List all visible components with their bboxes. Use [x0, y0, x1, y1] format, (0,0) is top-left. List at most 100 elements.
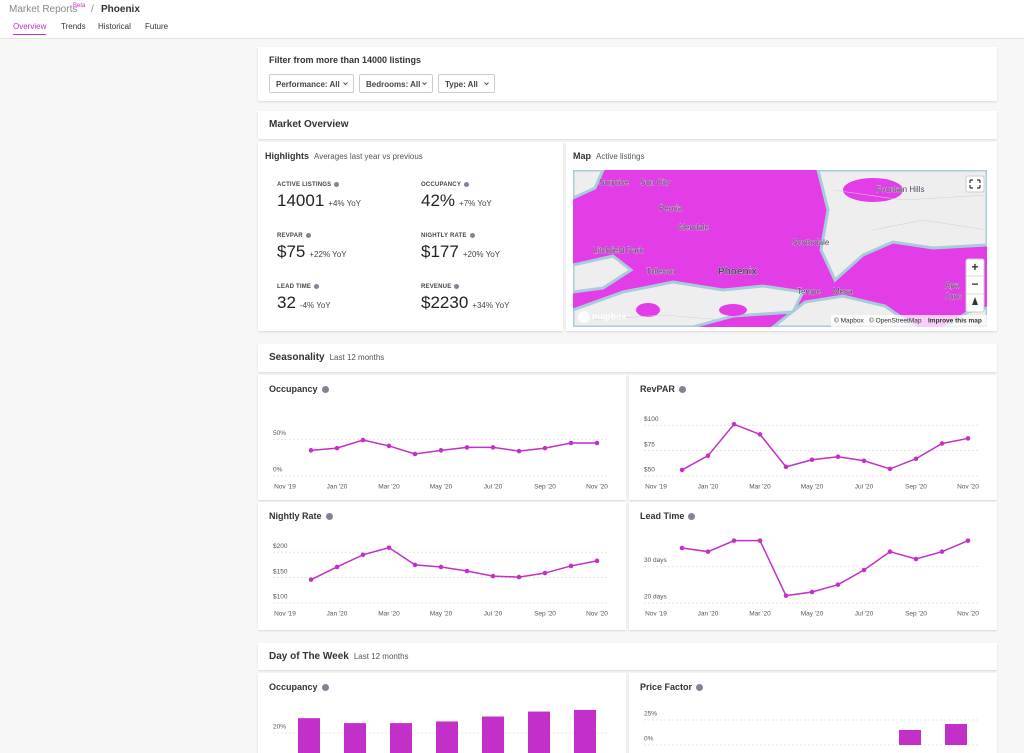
y-tick-label: $200 — [273, 543, 288, 550]
point — [412, 562, 418, 568]
point — [386, 545, 392, 550]
point — [783, 593, 789, 598]
tab[interactable]: Historical — [98, 22, 131, 31]
x-tick-label: Nov '19 — [645, 611, 667, 618]
tab[interactable]: Trends — [61, 22, 86, 31]
point — [334, 445, 340, 451]
attribution[interactable]: © Mapbox — [834, 317, 864, 325]
y-tick-label: $100 — [644, 416, 659, 423]
x-tick-label: Mar '20 — [749, 484, 771, 491]
x-tick-label: Mar '20 — [378, 611, 400, 618]
info-icon — [325, 513, 333, 521]
point — [705, 549, 711, 554]
highlight-value: 32 -4% YoY — [277, 293, 331, 313]
title-text: Occupancy — [269, 682, 318, 692]
x-tick-label: Jan '20 — [698, 484, 719, 491]
point — [490, 573, 496, 579]
filter-button[interactable]: Type: All — [438, 74, 495, 93]
info-icon — [469, 233, 475, 238]
point — [308, 448, 314, 453]
y-tick-label: 50% — [273, 430, 286, 437]
point — [731, 421, 737, 427]
place-label: Sun City — [640, 178, 670, 187]
zoom-out[interactable]: − — [971, 277, 978, 291]
filter-button[interactable]: Performance: All — [269, 74, 354, 93]
point — [861, 458, 867, 464]
map-roads — [592, 189, 987, 321]
chart: $50 $75 $100 Nov '19 Jan '20 Mar '20 May '20 Ju… — [644, 416, 979, 491]
subtitle: Last 12 months — [353, 652, 409, 661]
chart-title: Nightly Rate — [269, 511, 333, 521]
change-text: +7% YoY — [459, 199, 492, 208]
point — [835, 582, 841, 587]
point — [679, 467, 685, 473]
point — [757, 432, 763, 437]
point — [542, 445, 548, 451]
x-tick-label: Jul '20 — [484, 484, 503, 491]
x-tick-label: Mar '20 — [378, 484, 400, 491]
change-text: +4% YoY — [328, 199, 361, 208]
value-text: 42% — [421, 191, 456, 210]
place-label: Peoria — [659, 204, 683, 213]
city: Phoenix — [101, 4, 140, 15]
point — [913, 556, 919, 562]
chart-card: Occupancy 0% 50% Nov '19 Jan '20 Mar '20 May '… — [258, 375, 626, 500]
info-icon — [314, 284, 320, 289]
chevron — [484, 82, 489, 86]
info-icon — [334, 182, 340, 187]
point — [887, 549, 893, 554]
compass[interactable] — [972, 297, 978, 305]
x-tick-label: Jul '20 — [484, 611, 503, 618]
highlight-value: 42% +7% YoY — [421, 191, 492, 211]
line — [681, 423, 969, 471]
line — [310, 439, 597, 455]
title-text: Price Factor — [640, 682, 693, 692]
title-text: Day of The Week — [269, 651, 349, 662]
point — [679, 545, 685, 551]
attribution[interactable]: © OpenStreetMap — [869, 317, 922, 325]
tab[interactable]: Future — [145, 22, 169, 31]
point — [835, 454, 841, 460]
x-tick-label: May '20 — [801, 484, 824, 491]
title-text: RevPAR — [640, 384, 675, 394]
chart: 0% 25% — [644, 711, 979, 746]
app-name[interactable]: Market Reports — [9, 4, 78, 15]
info-icon — [464, 182, 470, 187]
highlight-value: $2230 +34% YoY — [421, 293, 509, 313]
x-tick-label: Nov '20 — [586, 611, 608, 618]
place-label: Glendale — [677, 223, 710, 232]
x-tick-label: Jan '20 — [327, 611, 348, 618]
highlights-title: Highlights Averages last year vs previous — [265, 151, 423, 161]
button-label: Performance: All — [276, 80, 340, 89]
y-tick-label: $150 — [273, 568, 288, 575]
chart-title: RevPAR — [640, 384, 686, 394]
point — [594, 558, 600, 564]
beta-badge: Beta — [73, 3, 86, 9]
map-coverage — [719, 304, 747, 316]
change-text: -4% YoY — [299, 301, 331, 310]
x-tick-label: Sep '20 — [905, 484, 927, 491]
point — [965, 538, 971, 543]
point — [887, 466, 893, 472]
label-text: OCCUPANCY — [421, 182, 462, 189]
line — [681, 539, 969, 597]
bar — [298, 718, 320, 753]
x-tick-label: Jan '20 — [698, 611, 719, 618]
filter-button[interactable]: Bedrooms: All — [359, 74, 433, 93]
attribution[interactable]: Improve this map — [928, 318, 982, 325]
place-label: Tempe — [797, 287, 822, 296]
fullscreen-button[interactable] — [965, 175, 985, 193]
x-tick-label: Mar '20 — [749, 611, 771, 618]
y-tick-label: 20% — [273, 724, 286, 731]
map[interactable]: + − mapbox © Mapbox © OpenStreetMap Impr… — [573, 170, 987, 327]
section-header: Seasonality Last 12 months — [258, 344, 997, 372]
filter-title: Filter from more than 14000 listings — [269, 55, 422, 65]
x-tick-label: May '20 — [430, 611, 453, 618]
bar — [899, 730, 921, 745]
zoom-in[interactable]: + — [971, 260, 978, 274]
zoom-controls — [965, 258, 985, 313]
info-icon — [688, 513, 696, 521]
bar — [436, 721, 458, 753]
tab-active[interactable]: Overview — [13, 22, 47, 35]
point — [939, 441, 945, 446]
